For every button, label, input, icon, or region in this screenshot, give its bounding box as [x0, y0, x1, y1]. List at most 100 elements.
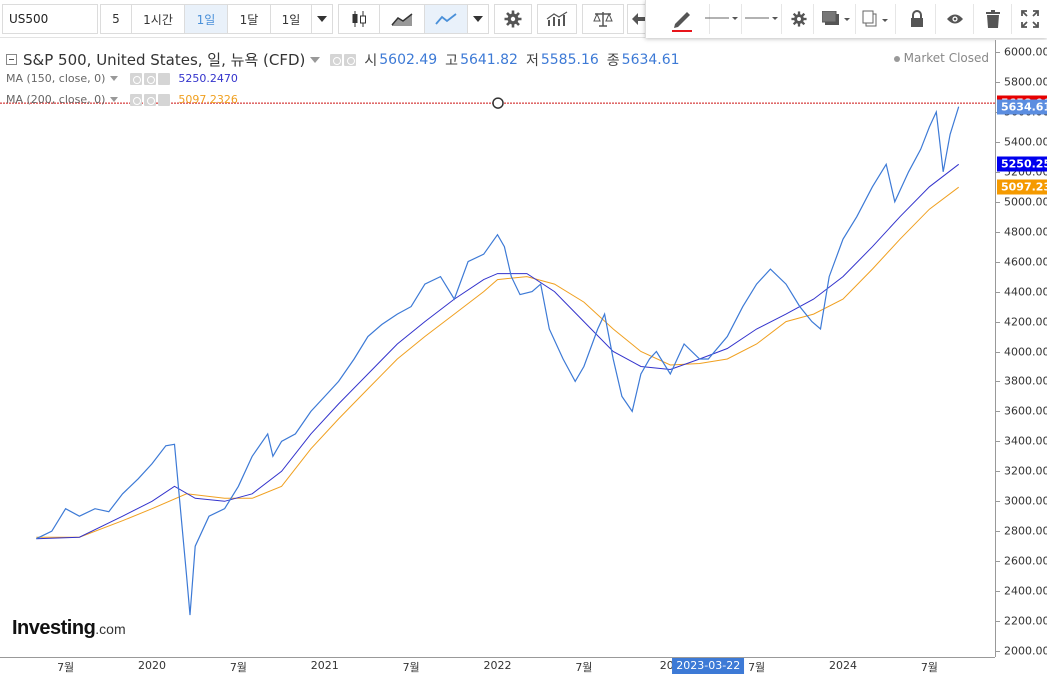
price-axis-tick-mark	[996, 291, 1000, 293]
line-width-icon	[744, 17, 778, 20]
line-chart-icon	[435, 13, 457, 25]
price-axis-tick-label: 3400.00	[1004, 434, 1047, 448]
candlestick-chart-button[interactable]	[338, 4, 380, 34]
ma150-visibility-icon[interactable]	[130, 72, 143, 85]
ma150-remove-icon[interactable]	[158, 72, 171, 85]
compare-button[interactable]	[582, 4, 624, 34]
price-axis-tick-label: 5800.00	[1004, 75, 1047, 89]
open-label: 시	[364, 52, 378, 69]
market-status-text: Market Closed	[903, 51, 989, 65]
gear-icon	[790, 11, 807, 27]
settings-button[interactable]	[494, 4, 532, 34]
market-status: Market Closed	[893, 51, 989, 65]
legend-ma150-row: MA (150, close, 0) 5250.2470	[6, 72, 238, 85]
price-axis[interactable]: 6000.005800.005600.005400.005200.005000.…	[995, 40, 1047, 658]
instrument-title[interactable]: S&P 500, United States, 일, 뉴욕 (CFD)	[23, 51, 306, 69]
pencil-tool-button[interactable]	[654, 4, 710, 34]
price-axis-tick-mark	[996, 471, 1000, 473]
crosshair-date-label: 2023-03-22	[672, 658, 745, 674]
interval-custom-button[interactable]: 1일	[270, 4, 312, 34]
ma200-label[interactable]: MA (200, close, 0)	[6, 93, 106, 106]
ma200-visibility-icon[interactable]	[130, 93, 143, 106]
ma150-label[interactable]: MA (150, close, 0)	[6, 72, 106, 85]
caret-down-icon[interactable]	[310, 56, 321, 63]
visibility-button[interactable]	[936, 4, 974, 34]
price-line	[36, 106, 960, 616]
symbol-input[interactable]	[2, 4, 98, 34]
interval-1hour-button[interactable]: 1시간	[131, 4, 185, 34]
layer-icon	[821, 11, 850, 25]
ma200-remove-icon[interactable]	[158, 93, 171, 106]
close-value: 5634.61	[621, 51, 680, 68]
candlestick-icon	[352, 11, 366, 27]
logo-sub-text: .com	[95, 621, 126, 637]
high-value: 5641.82	[460, 51, 518, 68]
interval-1day-button[interactable]: 1일	[184, 4, 228, 34]
time-axis-tick-label: 7월	[229, 661, 247, 674]
price-axis-tick-mark	[996, 621, 1000, 623]
last-price-label: 5634.61	[997, 99, 1047, 115]
horizontal-line-handle[interactable]	[492, 97, 504, 109]
indicators-icon	[546, 11, 568, 26]
ma150-settings-icon[interactable]	[144, 72, 157, 85]
interval-dropdown-button[interactable]	[311, 4, 333, 34]
price-axis-tick-mark	[996, 591, 1000, 593]
interval-5min-button[interactable]: 5	[100, 4, 132, 34]
fill-dropdown[interactable]	[818, 4, 856, 34]
price-axis-tick-label: 2800.00	[1004, 524, 1047, 538]
price-chart[interactable]	[0, 40, 995, 657]
ma200-line	[36, 186, 960, 538]
delete-drawing-button[interactable]	[974, 4, 1012, 34]
price-axis-tick-mark	[996, 531, 1000, 533]
price-axis-tick-label: 6000.00	[1004, 45, 1047, 59]
chart-toolbar: 5 1시간 1일 1달 1일	[0, 0, 1047, 38]
visibility-toggle-icon[interactable]	[330, 53, 343, 66]
chart-type-dropdown-button[interactable]	[467, 4, 489, 34]
status-dot-icon	[893, 55, 900, 62]
series-settings-icon[interactable]	[344, 53, 357, 66]
indicators-button[interactable]	[537, 4, 577, 34]
price-axis-tick-label: 4800.00	[1004, 225, 1047, 239]
open-value: 5602.49	[379, 51, 438, 68]
clone-dropdown[interactable]	[858, 4, 896, 34]
drawing-settings-button[interactable]	[784, 4, 814, 34]
lock-icon	[910, 10, 923, 27]
ma150-price-label: 5250.25	[997, 156, 1047, 172]
high-label: 고	[445, 52, 459, 69]
price-axis-tick-mark	[996, 141, 1000, 143]
fullscreen-button[interactable]	[1012, 4, 1047, 34]
time-axis-tick-label: 7월	[57, 661, 75, 674]
fullscreen-icon	[1021, 10, 1039, 28]
time-axis[interactable]: 7월 2020 7월 2021 7월 2022 7월 202 7월 2024 7월 2023-03-2…	[0, 657, 995, 674]
chart-legend: S&P 500, United States, 일, 뉴욕 (CFD) 시 560…	[0, 46, 995, 106]
trash-icon	[985, 10, 1000, 28]
caret-down-icon	[473, 16, 483, 22]
time-axis-tick-label: 7월	[402, 661, 420, 674]
interval-1month-button[interactable]: 1달	[227, 4, 271, 34]
price-axis-tick-mark	[996, 441, 1000, 443]
price-axis-tick-mark	[996, 351, 1000, 353]
caret-down-icon[interactable]	[110, 97, 119, 102]
price-axis-tick-label: 3000.00	[1004, 494, 1047, 508]
price-axis-tick-mark	[996, 501, 1000, 503]
lock-button[interactable]	[898, 4, 936, 34]
back-arrow-button[interactable]	[627, 4, 649, 34]
ma200-settings-icon[interactable]	[144, 93, 157, 106]
close-label: 종	[606, 52, 620, 69]
price-axis-tick-label: 4200.00	[1004, 315, 1047, 329]
caret-down-icon	[317, 16, 327, 22]
line-width-dropdown[interactable]	[742, 4, 782, 34]
price-axis-tick-label: 3600.00	[1004, 404, 1047, 418]
area-chart-button[interactable]	[379, 4, 425, 34]
line-color-dropdown[interactable]	[702, 4, 742, 34]
price-axis-tick-mark	[996, 411, 1000, 413]
price-axis-tick-mark	[996, 381, 1000, 383]
price-axis-tick-mark	[996, 651, 1000, 652]
price-axis-tick-label: 2600.00	[1004, 554, 1047, 568]
caret-down-icon[interactable]	[110, 76, 119, 81]
collapse-legend-button[interactable]	[6, 54, 17, 65]
price-axis-tick-mark	[996, 171, 1000, 173]
price-axis-tick-mark	[996, 321, 1000, 323]
line-chart-button[interactable]	[424, 4, 468, 34]
clone-icon	[862, 10, 888, 27]
